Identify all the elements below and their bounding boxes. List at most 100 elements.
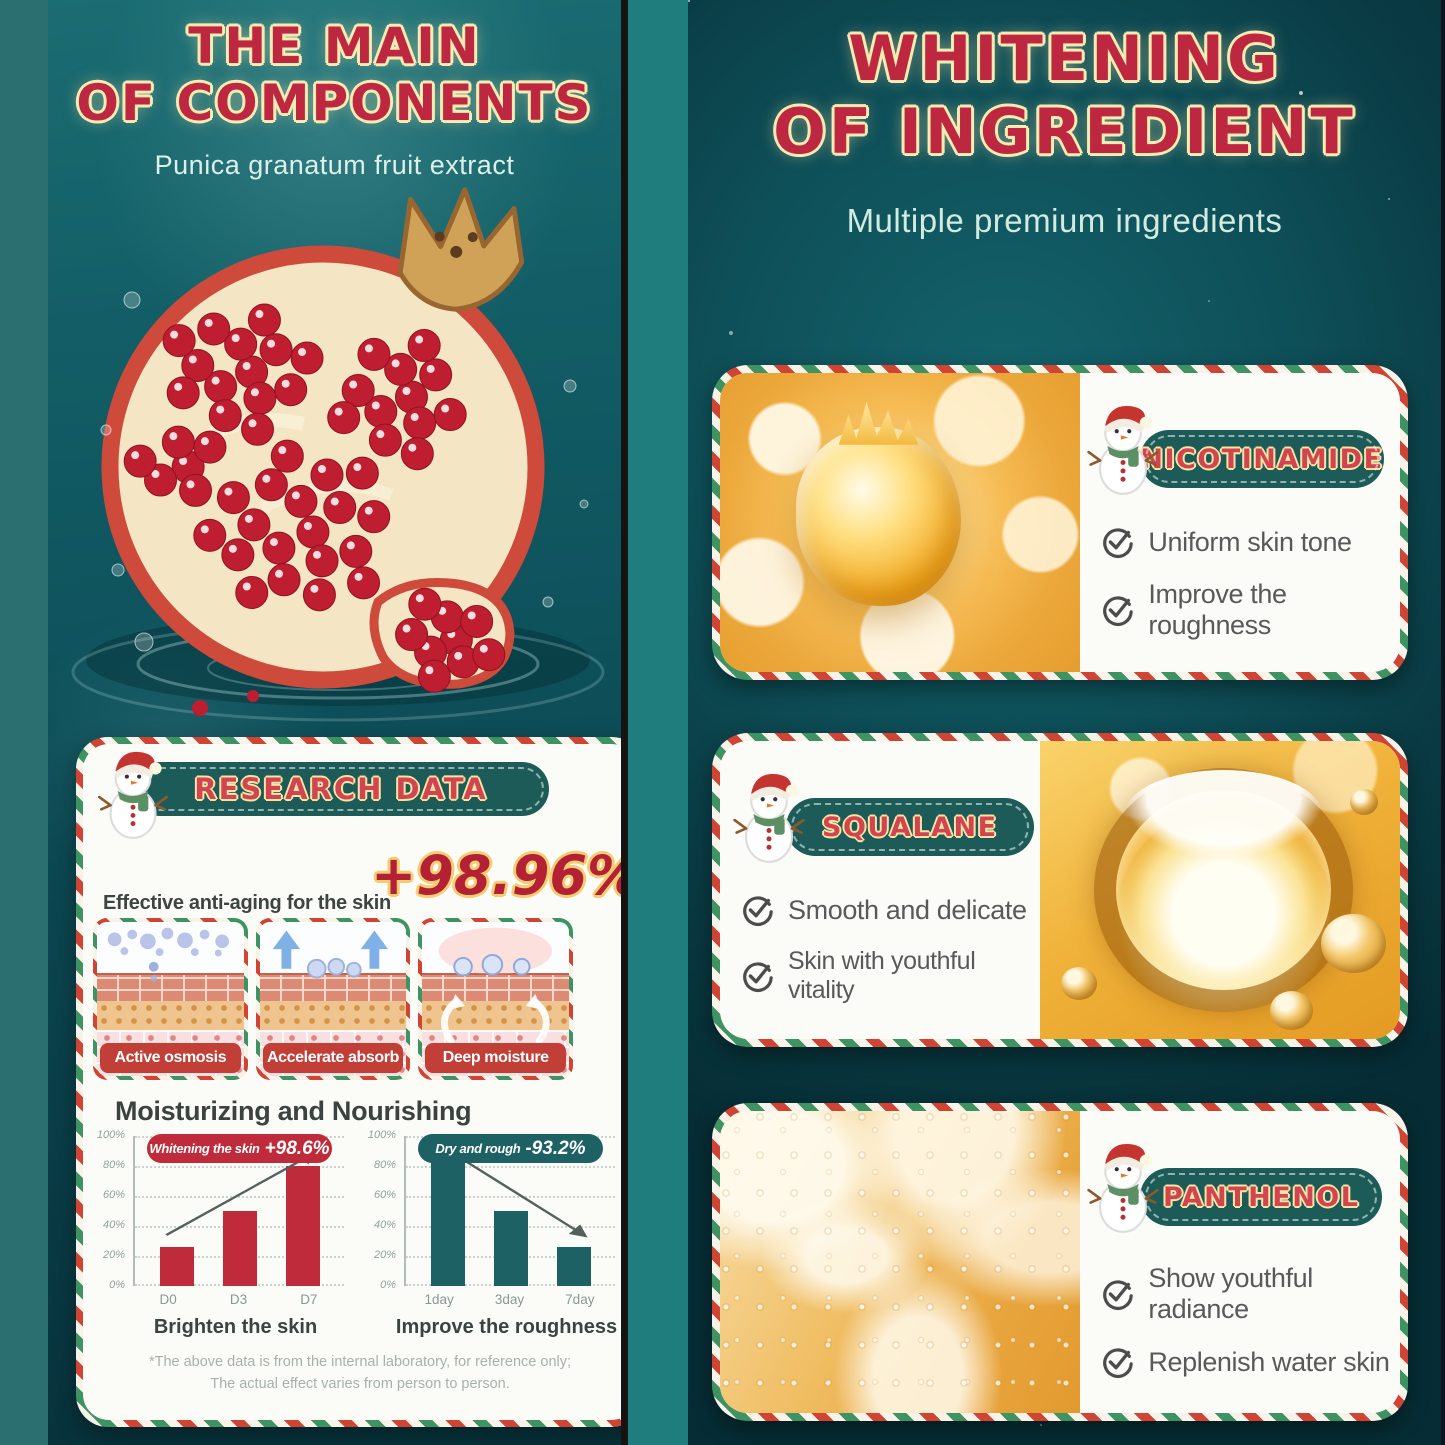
chart-title-text: Whitening the skin xyxy=(149,1141,260,1156)
benefit-text: Smooth and delicate xyxy=(788,894,1027,925)
pomegranate-seeds xyxy=(123,303,506,693)
x-labels: 1day 3day 7day xyxy=(404,1292,615,1307)
x-tick: D7 xyxy=(300,1292,318,1307)
right-title-line2: OF INGREDIENT xyxy=(773,95,1356,169)
benefit-list: Show youthful radiance Replenish water s… xyxy=(1100,1263,1394,1399)
y-tick: 100% xyxy=(367,1129,396,1141)
y-tick: 60% xyxy=(102,1189,125,1201)
claim-text: Effective anti-aging for the skin xyxy=(103,892,391,914)
chart-improve-roughness: 100% 80% 60% 40% 20% 0% xyxy=(362,1129,621,1351)
panel-gap-band xyxy=(628,0,688,1445)
x-labels: D0 D3 D7 xyxy=(133,1292,344,1307)
bar-3day xyxy=(493,1211,528,1286)
ingredient-card-nicotinamide: NICOTINAMIDE Uniform skin tone xyxy=(712,365,1408,680)
left-edge-strip xyxy=(0,0,48,1445)
oil-bubble xyxy=(1320,913,1386,974)
footnote-line1: *The above data is from the internal lab… xyxy=(148,1354,572,1370)
chart-title-text: Dry and rough xyxy=(435,1141,521,1156)
ingredient-name: NICOTINAMIDE xyxy=(1140,443,1384,475)
snowman-icon xyxy=(733,773,805,863)
right-edge-strip xyxy=(1441,0,1445,1445)
right-panel: WHITENING OF INGREDIENT Multiple premium… xyxy=(688,0,1441,1445)
benefit-item: Uniform skin tone xyxy=(1100,525,1394,559)
research-data-badge: RESEARCH DATA xyxy=(133,762,549,816)
y-tick: 0% xyxy=(380,1279,396,1291)
panthenol-image xyxy=(720,1111,1081,1413)
left-subtitle: Punica granatum fruit extract xyxy=(154,150,515,180)
y-axis: 100% 80% 60% 40% 20% 0% xyxy=(91,1129,131,1291)
y-tick: 40% xyxy=(373,1219,396,1231)
chart-brighten-skin: 100% 80% 60% 40% 20% 0% xyxy=(91,1129,350,1351)
left-title-line2: OF COMPONENTS xyxy=(76,74,593,132)
benefit-text: Uniform skin tone xyxy=(1148,526,1352,557)
trend-arrow-up xyxy=(165,1151,317,1236)
chart-title-value: -93.2% xyxy=(525,1137,586,1159)
right-title: WHITENING OF INGREDIENT xyxy=(688,22,1441,168)
research-card: RESEARCH DATA Effective anti-aging for t… xyxy=(76,737,621,1427)
y-tick: 0% xyxy=(109,1279,125,1291)
research-data-badge-label: RESEARCH DATA xyxy=(194,772,488,806)
section-heading: Moisturizing and Nourishing xyxy=(115,1096,472,1126)
chart-title-pill: Dry and rough -93.2% xyxy=(418,1134,603,1163)
squalane-text: SQUALANE Smooth and delicate xyxy=(720,741,1040,1039)
benefit-text: Skin with youthful vitality xyxy=(788,947,976,1004)
pomegranate-illustration xyxy=(71,187,605,722)
nicotinamide-image xyxy=(720,373,1081,672)
ingredient-card-squalane: SQUALANE Smooth and delicate xyxy=(712,733,1408,1047)
squalane-image xyxy=(1039,741,1400,1039)
bars xyxy=(135,1136,344,1286)
tile-label: Deep moisture xyxy=(425,1043,567,1073)
oil-bubble xyxy=(1061,967,1098,1001)
ingredient-name: PANTHENOL xyxy=(1162,1181,1360,1213)
badge-row: NICOTINAMIDE xyxy=(1086,405,1384,495)
left-title: THE MAIN OF COMPONENTS xyxy=(48,18,621,132)
tile-label: Active osmosis xyxy=(100,1043,241,1073)
y-tick: 80% xyxy=(102,1159,125,1171)
x-tick: D0 xyxy=(159,1292,177,1307)
circled-check-icon xyxy=(1103,1280,1134,1310)
ingredient-badge: NICOTINAMIDE xyxy=(1140,430,1384,488)
snowman-icon xyxy=(98,751,168,839)
benefit-text: Show youthful radiance xyxy=(1148,1263,1313,1324)
y-tick: 40% xyxy=(102,1219,125,1231)
benefit-item: Improve the roughness xyxy=(1100,579,1394,641)
chart-caption: Improve the roughness xyxy=(395,1316,618,1338)
benefit-item: Smooth and delicate xyxy=(740,893,1034,927)
plot-area xyxy=(404,1136,615,1286)
badge-row: PANTHENOL xyxy=(1086,1143,1382,1233)
left-title-line1: THE MAIN xyxy=(188,17,481,75)
x-tick: 1day xyxy=(424,1292,454,1307)
circled-check-icon xyxy=(743,896,773,926)
left-panel: THE MAIN OF COMPONENTS Punica granatum f… xyxy=(48,0,621,1445)
right-subtitle: Multiple premium ingredients xyxy=(846,202,1283,239)
oil-bubble xyxy=(1349,788,1379,816)
snowman-icon xyxy=(1087,405,1160,495)
water-droplets xyxy=(100,291,589,652)
x-tick: 3day xyxy=(494,1292,525,1307)
bar-d3 xyxy=(222,1211,257,1286)
y-axis: 100% 80% 60% 40% 20% 0% xyxy=(362,1129,402,1291)
ingredient-badge: PANTHENOL xyxy=(1140,1168,1382,1226)
circled-check-icon xyxy=(1103,1348,1134,1378)
y-tick: 20% xyxy=(373,1249,396,1261)
chart-title-pill: Whitening the skin +98.6% xyxy=(147,1134,332,1163)
oil-ring-illustration xyxy=(1093,767,1354,1013)
golden-drop-illustration xyxy=(795,426,962,607)
tile-label: Accelerate absorb xyxy=(262,1043,404,1073)
right-title-line1: WHITENING xyxy=(848,22,1281,95)
chart-title-value: +98.6% xyxy=(264,1137,330,1159)
bar-d0 xyxy=(159,1247,194,1286)
footnote-line2: The actual effect varies from person to … xyxy=(210,1375,510,1392)
panel-seam xyxy=(621,0,628,1445)
tile-accelerate-absorb: Accelerate absorb xyxy=(255,918,411,1080)
circled-check-icon xyxy=(1103,528,1134,558)
tile-deep-moisture: Deep moisture xyxy=(418,918,574,1080)
snowman-icon xyxy=(1087,1143,1160,1233)
benefit-item: Show youthful radiance xyxy=(1100,1263,1394,1325)
panthenol-text: PANTHENOL Show youthful radiance xyxy=(1080,1111,1400,1413)
claim-value: +98.96% xyxy=(371,844,621,907)
ingredient-card-panthenol: PANTHENOL Show youthful radiance xyxy=(712,1103,1408,1421)
ingredient-badge: SQUALANE xyxy=(786,798,1034,856)
ingredient-name: SQUALANE xyxy=(822,811,998,843)
